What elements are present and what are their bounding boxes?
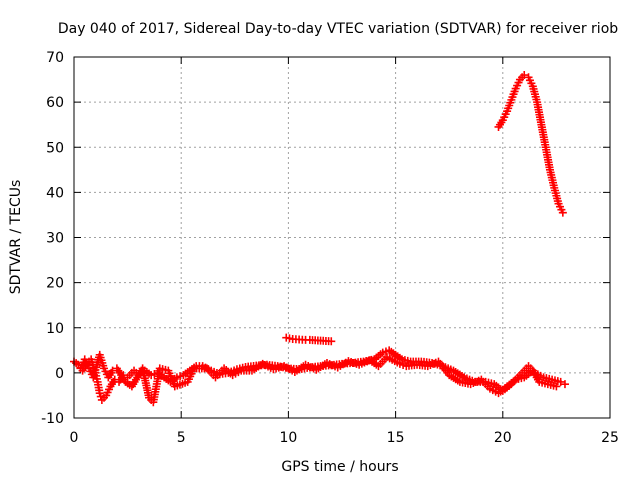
- y-tick-label: -10: [41, 411, 64, 427]
- y-tick-label: 20: [46, 276, 64, 292]
- y-tick-label: 70: [46, 50, 64, 66]
- series-high-arc: [494, 71, 567, 217]
- data-point: [520, 71, 529, 80]
- data-point: [327, 337, 336, 346]
- data-point: [556, 377, 565, 386]
- data-point: [560, 380, 569, 389]
- y-tick-label: 50: [46, 140, 64, 156]
- y-tick-label: 0: [55, 366, 64, 382]
- x-tick-label: 15: [387, 430, 405, 446]
- y-tick-label: 60: [46, 95, 64, 111]
- data-point: [552, 382, 561, 391]
- data-point: [558, 208, 567, 217]
- series-mid-segment: [282, 333, 336, 346]
- y-tick-label: 10: [46, 321, 64, 337]
- y-tick-labels: -10 0 10 20 30 40 50 60 70: [41, 50, 64, 427]
- series-low-band-secondary: [76, 350, 561, 407]
- x-tick-label: 0: [70, 430, 79, 446]
- y-tick-label: 40: [46, 185, 64, 201]
- x-tick-labels: 0 5 10 15 20 25: [70, 430, 619, 446]
- x-axis-label: GPS time / hours: [281, 459, 398, 475]
- chart-title: Day 040 of 2017, Sidereal Day-to-day VTE…: [58, 21, 618, 37]
- x-tick-label: 25: [601, 430, 619, 446]
- data-points: [70, 71, 569, 407]
- x-tick-label: 5: [177, 430, 186, 446]
- x-tick-label: 20: [494, 430, 512, 446]
- x-tick-label: 10: [279, 430, 297, 446]
- axis-ticks: [73, 56, 611, 419]
- y-tick-label: 30: [46, 231, 64, 247]
- y-axis-label: SDTVAR / TECUs: [8, 180, 24, 295]
